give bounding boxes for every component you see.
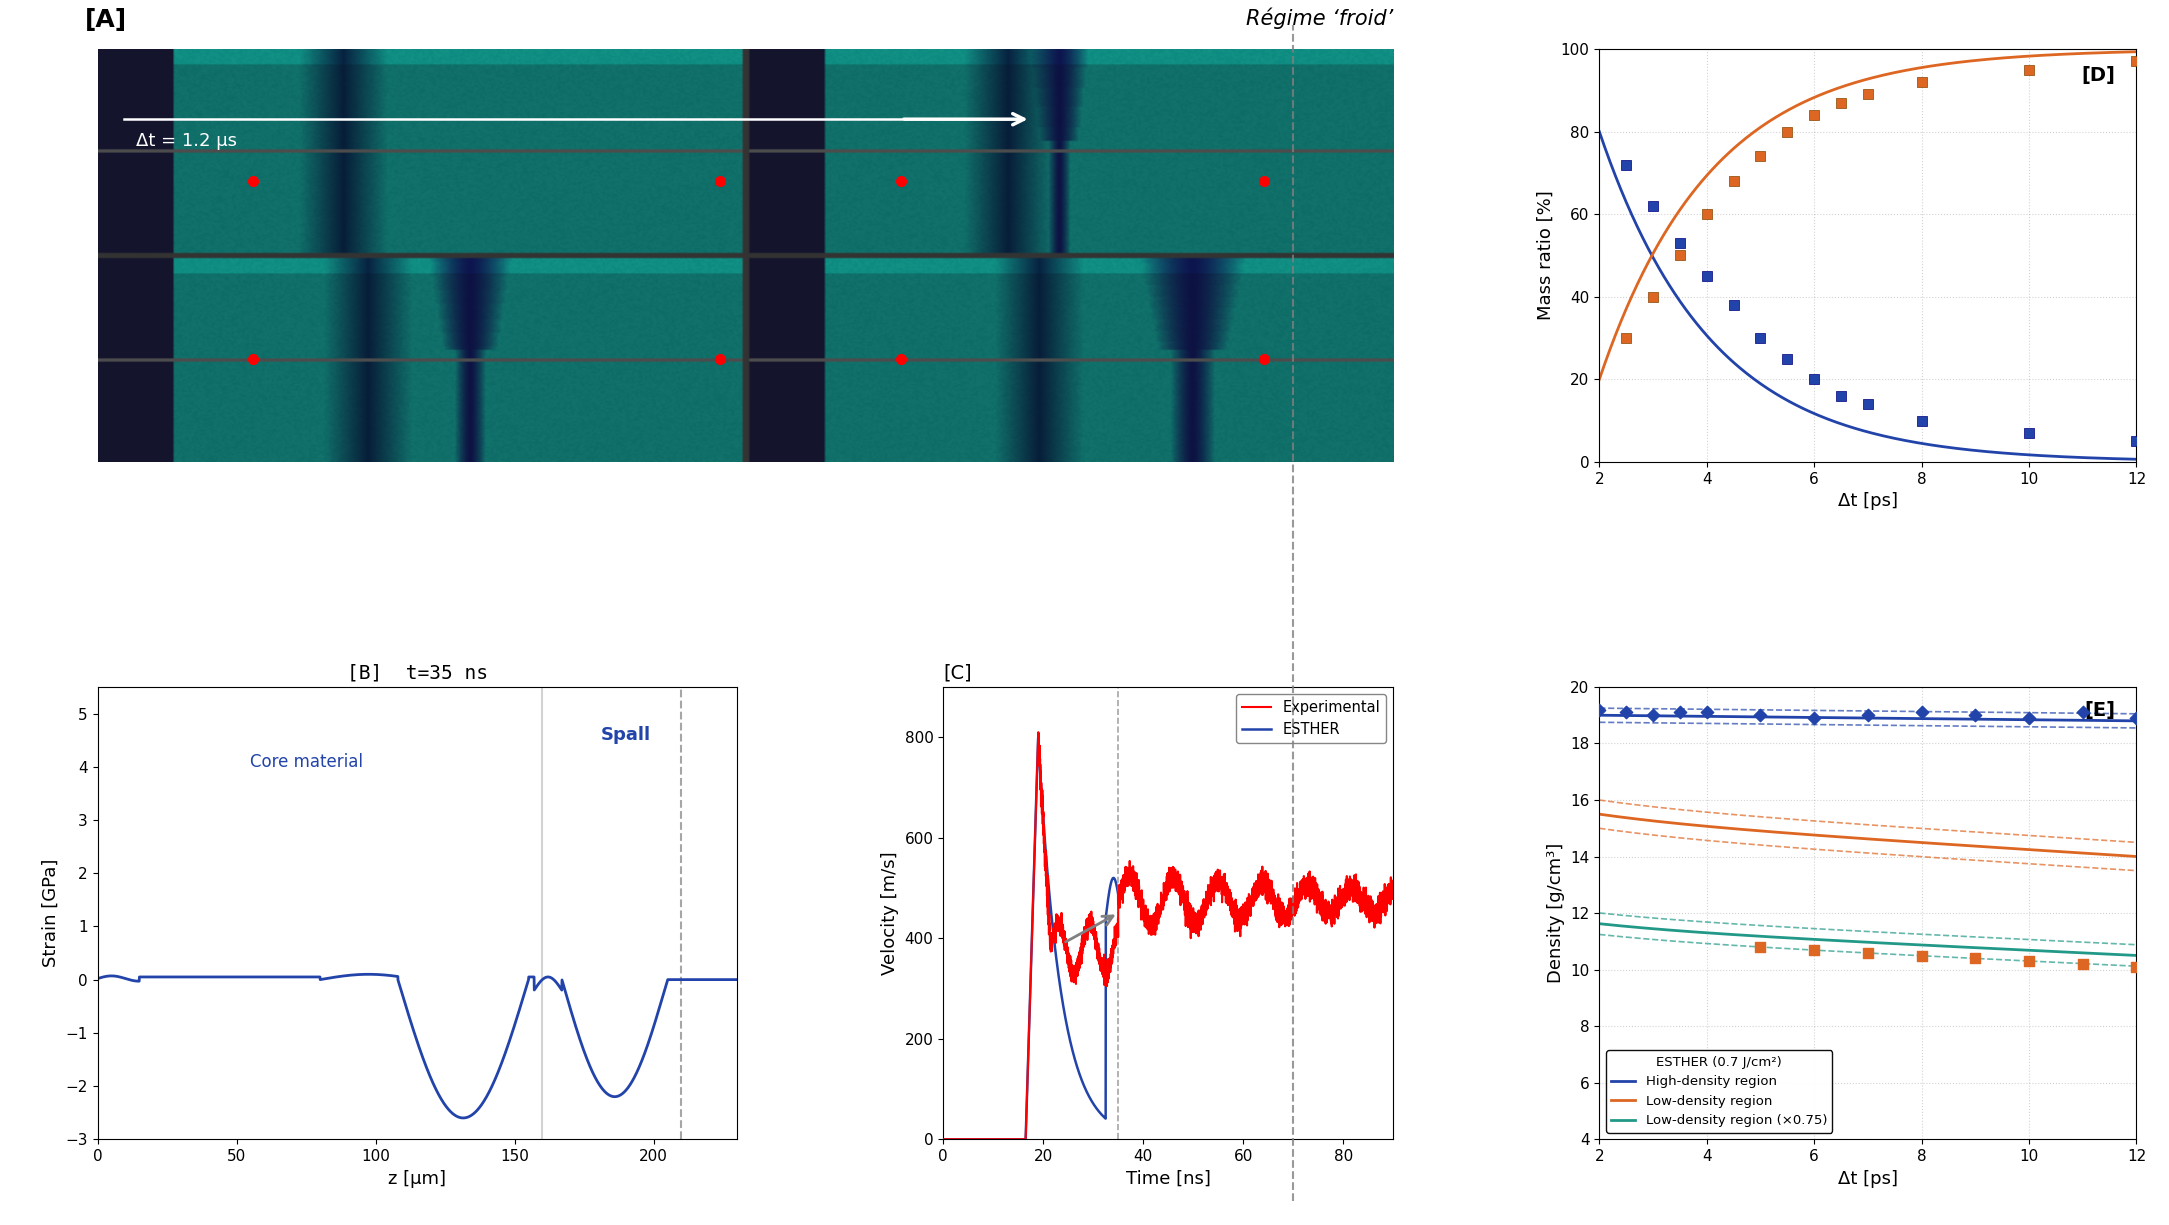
Point <box>1690 703 1724 723</box>
Point <box>1796 940 1831 959</box>
Point <box>1744 706 1779 725</box>
Y-axis label: Strain [GPa]: Strain [GPa] <box>41 859 61 968</box>
Text: Core material: Core material <box>249 753 362 771</box>
Point <box>1690 205 1724 224</box>
Point <box>2065 703 2100 723</box>
Point <box>1716 172 1750 191</box>
Point <box>1850 394 1885 414</box>
Point <box>2011 60 2045 80</box>
Point <box>2119 51 2154 71</box>
Point <box>1850 706 1885 725</box>
Point <box>1770 121 1805 141</box>
Point <box>1796 370 1831 390</box>
Point <box>1770 349 1805 369</box>
Point <box>1609 703 1644 723</box>
X-axis label: z [μm]: z [μm] <box>388 1170 447 1187</box>
Text: [C]: [C] <box>944 664 972 682</box>
Title: [B]  t=35 ns: [B] t=35 ns <box>347 664 488 682</box>
Y-axis label: Density [g/cm³]: Density [g/cm³] <box>1546 843 1564 984</box>
ESTHER <box>1102 873 1128 888</box>
ESTHER <box>1199 881 1225 895</box>
X-axis label: Δt [ps]: Δt [ps] <box>1837 492 1898 511</box>
X-axis label: Δt [ps]: Δt [ps] <box>1837 1170 1898 1187</box>
Point <box>2119 957 2154 976</box>
Point <box>2119 708 2154 728</box>
Point <box>1664 233 1698 252</box>
ESTHER <box>1267 906 1293 921</box>
Point <box>1664 703 1698 723</box>
Text: [D]: [D] <box>2080 65 2115 85</box>
Point <box>2065 954 2100 974</box>
Point <box>1744 328 1779 348</box>
Text: Régime ‘froid’: Régime ‘froid’ <box>1245 7 1392 29</box>
Legend: Experimental, ESTHER: Experimental, ESTHER <box>1236 695 1386 744</box>
Experimental <box>1199 877 1225 892</box>
Point <box>1850 85 1885 104</box>
Point <box>1690 266 1724 285</box>
Experimental <box>1013 1132 1039 1147</box>
Point <box>2011 424 2045 443</box>
Experimental <box>1299 888 1325 903</box>
Experimental <box>1267 900 1293 915</box>
Experimental <box>1026 725 1052 740</box>
Point <box>1635 706 1670 725</box>
Point <box>1744 937 1779 957</box>
Text: Δt = 1.2 μs: Δt = 1.2 μs <box>137 131 236 149</box>
Point <box>1904 72 1939 92</box>
Point <box>1635 196 1670 216</box>
Point <box>1609 328 1644 348</box>
Point <box>1904 946 1939 965</box>
Text: [A]: [A] <box>85 7 126 32</box>
ESTHER <box>931 1132 957 1147</box>
Experimental <box>1379 884 1406 899</box>
Point <box>1850 943 1885 963</box>
Point <box>1796 105 1831 125</box>
Experimental <box>931 1132 957 1147</box>
ESTHER <box>1026 731 1052 746</box>
Line: ESTHER: ESTHER <box>944 739 1392 1139</box>
Point <box>1959 706 1993 725</box>
Text: [E]: [E] <box>2084 701 2115 719</box>
Text: Spall: Spall <box>601 726 651 744</box>
Point <box>1581 699 1616 719</box>
Point <box>1664 246 1698 266</box>
Point <box>1904 410 1939 430</box>
Point <box>1904 703 1939 723</box>
Point <box>2011 708 2045 728</box>
ESTHER <box>1299 887 1325 902</box>
Point <box>1824 386 1859 405</box>
Y-axis label: Mass ratio [%]: Mass ratio [%] <box>1538 191 1555 321</box>
Point <box>1744 147 1779 167</box>
Point <box>1796 708 1831 728</box>
Point <box>1824 93 1859 113</box>
Point <box>1635 287 1670 306</box>
Legend: High-density region, Low-density region, Low-density region (×0.75): High-density region, Low-density region,… <box>1605 1050 1833 1133</box>
Line: Experimental: Experimental <box>944 733 1392 1139</box>
Experimental <box>1223 918 1249 932</box>
Point <box>1609 154 1644 174</box>
Experimental <box>1102 937 1128 952</box>
Y-axis label: Velocity [m/s]: Velocity [m/s] <box>881 851 898 975</box>
ESTHER <box>1013 1132 1039 1147</box>
X-axis label: Time [ns]: Time [ns] <box>1126 1170 1210 1187</box>
ESTHER <box>1223 910 1249 925</box>
Point <box>2119 431 2154 451</box>
Point <box>2011 952 2045 971</box>
ESTHER <box>1379 886 1406 900</box>
Point <box>1716 295 1750 315</box>
Point <box>1959 948 1993 968</box>
